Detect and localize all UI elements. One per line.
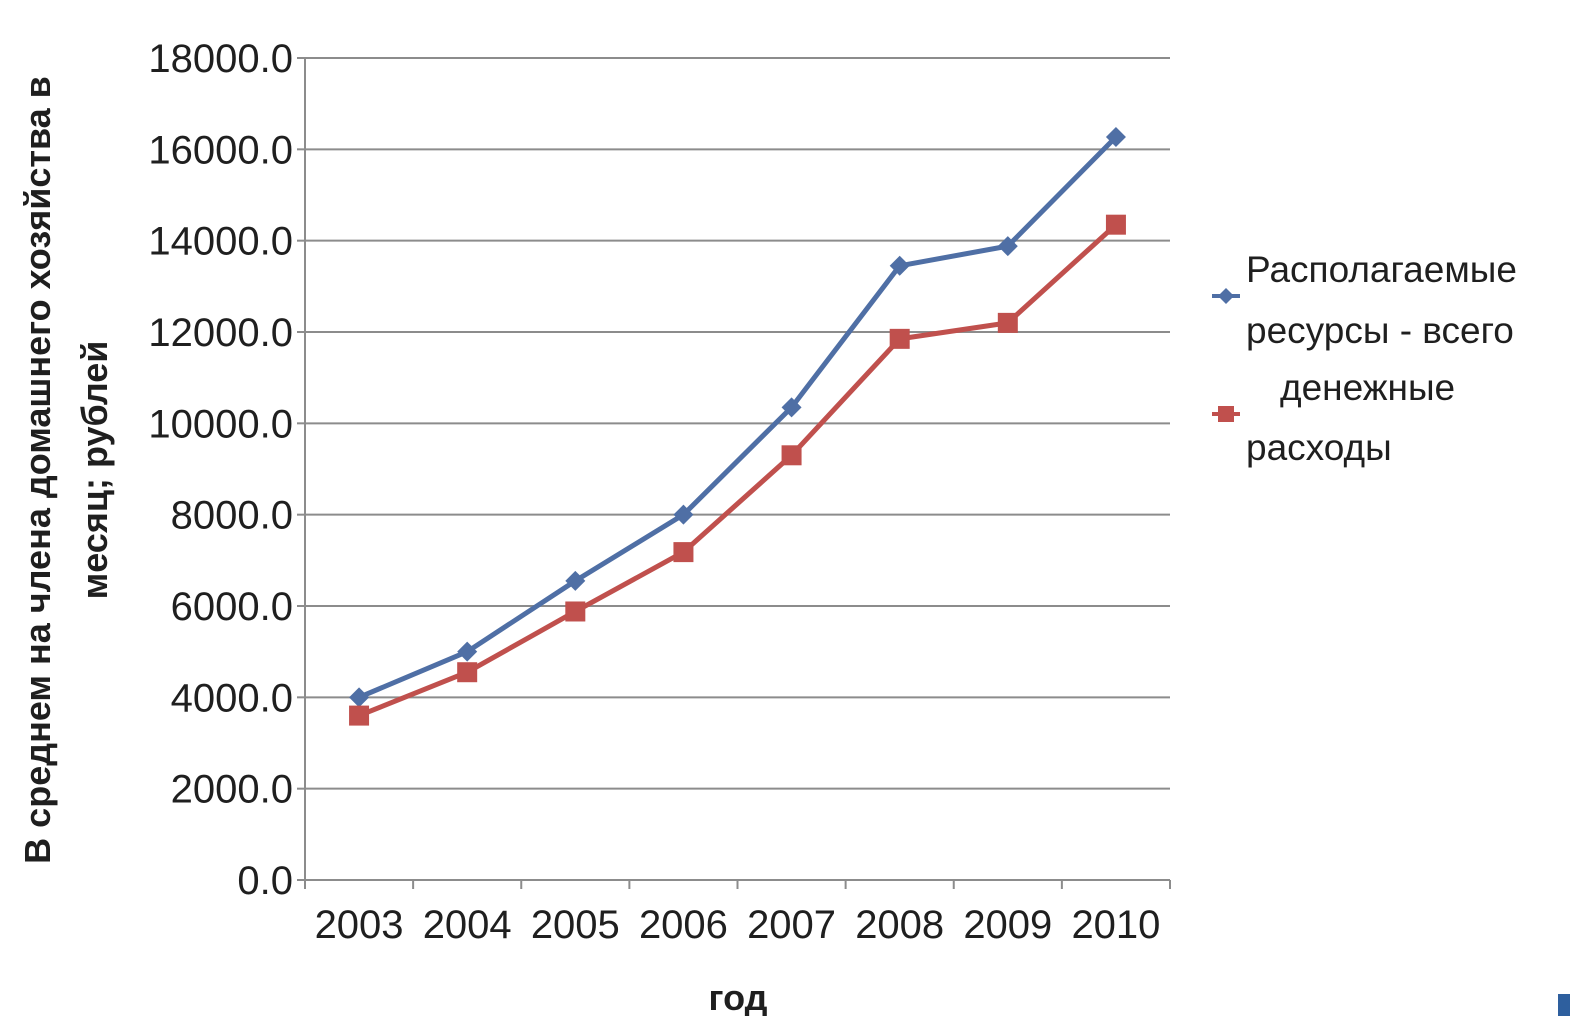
data-point-0 [997,236,1018,257]
legend-marker-0 [1218,288,1234,304]
legend-item-0: Располагаемые ресурсы - всего [1212,249,1517,351]
y-tick-label: 10000.0 [148,402,293,446]
y-tick-label: 14000.0 [148,220,293,264]
legend-label-1-line-2: расходы [1246,427,1392,468]
data-point-0 [1105,127,1126,148]
y-tick-label: 2000.0 [171,768,293,812]
series-line-1 [358,222,1118,718]
x-tick-label: 2004 [423,903,512,947]
data-point-0 [565,570,586,591]
y-tick-label: 18000.0 [148,37,293,81]
x-tick-label: 2006 [639,903,728,947]
data-point-0 [781,397,802,418]
x-tick-label: 2008 [855,903,944,947]
legend-item-1: денежные расходы [1212,367,1455,468]
data-point-1 [889,328,910,349]
data-point-1 [349,705,370,726]
axes: 18000.0 16000.0 14000.0 12000.0 10000.0 8000.… [148,37,1171,947]
legend-label-1-line-1: денежные [1280,367,1455,408]
data-point-1 [673,542,694,563]
data-point-0 [457,641,478,662]
labels: год В среднем на члена домашнего хозяйст… [17,76,768,1018]
corner-mark [1558,994,1570,1016]
y-tick-label: 4000.0 [171,676,293,720]
legend-marker-1 [1218,406,1234,422]
x-tick-label: 2009 [963,903,1052,947]
data-point-1 [565,601,586,622]
legend-label-0-line-1: Располагаемые [1246,249,1517,290]
x-axis-title: год [709,977,768,1016]
series [349,127,1126,726]
data-point-1 [457,662,478,683]
data-point-1 [1105,214,1126,235]
data-point-1 [997,312,1018,333]
grid [305,57,1170,881]
y-tick-label: 8000.0 [171,494,293,538]
legend-label-0-line-2: ресурсы - всего [1246,310,1514,351]
x-tick-label: 2010 [1071,903,1160,947]
x-tick-label: 2005 [531,903,620,947]
y-tick-label: 0.0 [237,859,293,903]
series-line-0 [358,135,1118,700]
y-tick-label: 6000.0 [171,585,293,629]
data-point-0 [349,687,370,708]
data-point-1 [781,445,802,466]
y-axis-title-line-2: месяц; рублей [74,341,115,600]
data-point-0 [889,255,910,276]
x-tick-label: 2003 [315,903,404,947]
x-tick-label: 2007 [747,903,836,947]
y-axis-title-line-1: В среднем на члена домашнего хозяйства в [17,76,58,864]
data-point-0 [673,504,694,525]
legend: Располагаемые ресурсы - всего денежные р… [1212,249,1517,468]
y-tick-label: 16000.0 [148,128,293,172]
y-tick-label: 12000.0 [148,311,293,355]
